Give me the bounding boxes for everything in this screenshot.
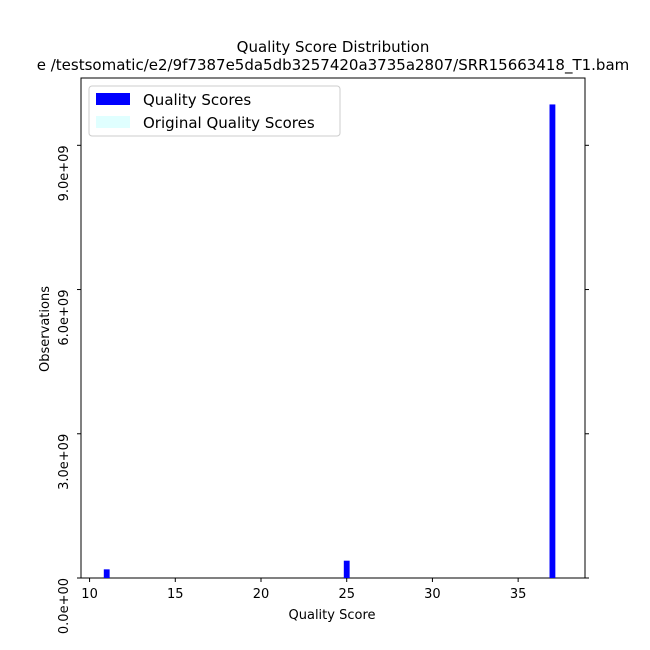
x-tick-label: 20 (253, 587, 270, 602)
legend-label-quality-scores: Quality Scores (143, 91, 251, 109)
legend-label-original-quality-scores: Original Quality Scores (143, 114, 315, 132)
x-tick-label: 35 (510, 587, 527, 602)
y-tick-label: 9.0e+09 (57, 145, 72, 201)
bar-q37 (549, 104, 556, 578)
legend-swatch-quality-scores (96, 93, 130, 105)
x-tick-label: 25 (338, 587, 355, 602)
legend: Quality Scores Original Quality Scores (88, 85, 341, 137)
bar-layer (103, 104, 556, 578)
bar-q25 (343, 560, 350, 578)
plot-area (80, 77, 586, 579)
x-tick-label: 30 (424, 587, 441, 602)
y-axis: 0.0e+00 3.0e+09 6.0e+09 9.0e+09 (57, 144, 589, 634)
x-axis-label: Quality Score (289, 608, 376, 623)
chart-title: Quality Score Distribution (237, 38, 430, 56)
legend-swatch-original-quality-scores (96, 116, 130, 128)
x-tick-label: 10 (81, 587, 98, 602)
x-axis: 10 15 20 25 30 35 (81, 578, 526, 602)
y-tick-label: 6.0e+09 (57, 290, 72, 346)
y-axis-label: Observations (38, 286, 53, 372)
y-tick-label: 0.0e+00 (57, 578, 72, 634)
chart-subtitle: e /testsomatic/e2/9f7387e5da5db3257420a3… (37, 56, 630, 75)
bar-q11 (103, 569, 110, 578)
x-tick-label: 15 (167, 587, 184, 602)
y-tick-label: 3.0e+09 (57, 434, 72, 490)
legend-box (88, 85, 341, 137)
